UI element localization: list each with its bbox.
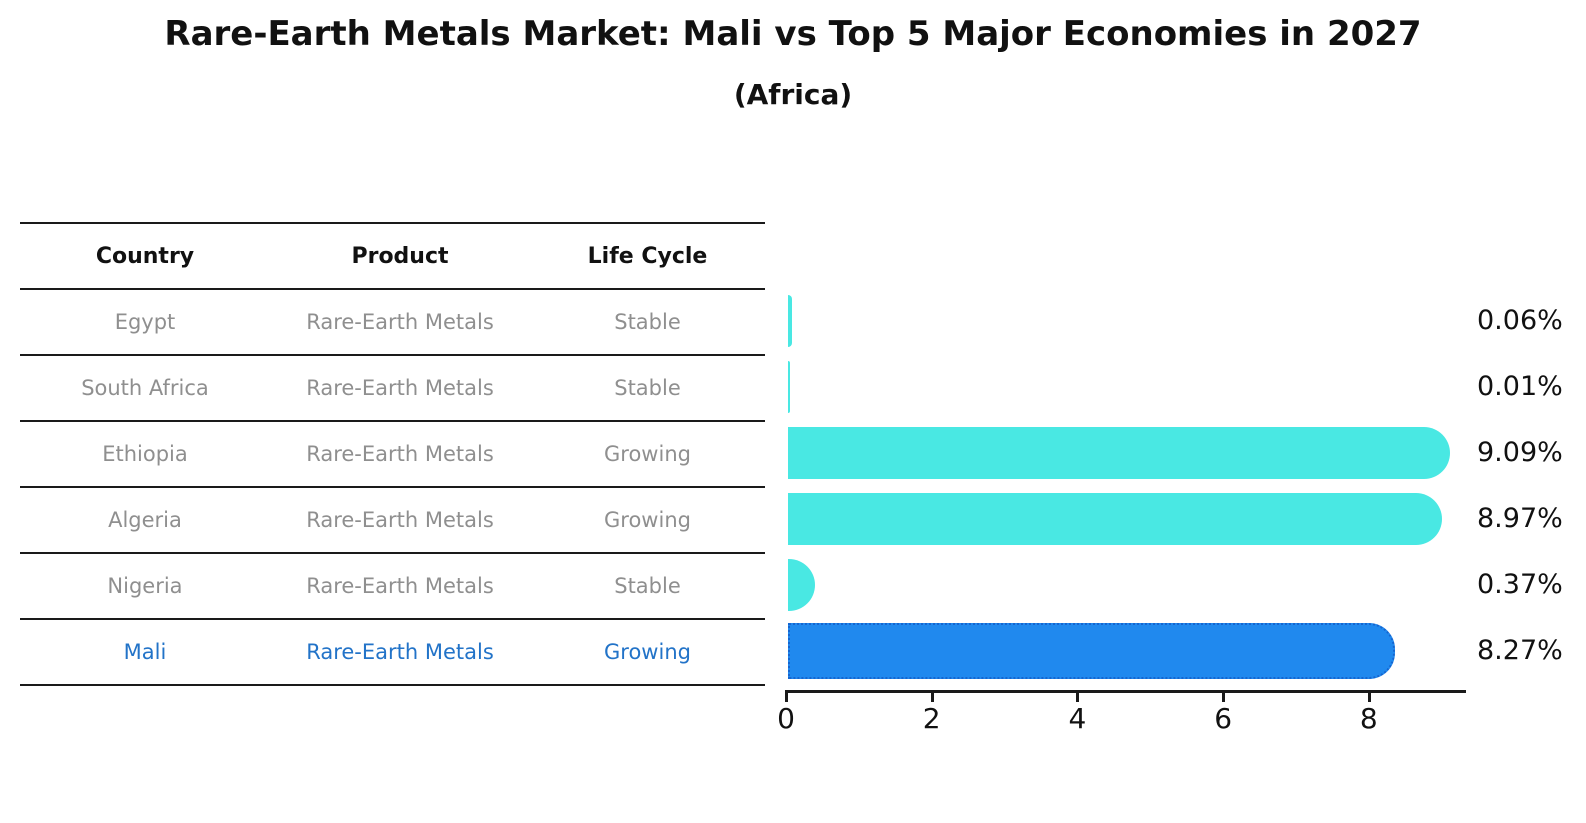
bar-row <box>788 420 1467 486</box>
bar-row <box>788 354 1467 420</box>
bar <box>788 493 1442 545</box>
x-tick <box>785 690 788 702</box>
x-tick <box>1222 690 1226 702</box>
highlight-bar <box>788 623 1395 679</box>
x-axis-line <box>786 690 1466 693</box>
table-row: Algeria Rare-Earth Metals Growing <box>20 488 765 554</box>
country-cell: Nigeria <box>107 574 183 598</box>
page-title: Rare-Earth Metals Market: Mali vs Top 5 … <box>164 14 1422 54</box>
country-cell: South Africa <box>81 376 209 400</box>
product-cell: Rare-Earth Metals <box>306 508 494 532</box>
x-tick-label: 2 <box>922 702 941 735</box>
country-cell: Mali <box>123 640 167 664</box>
x-tick <box>930 690 934 702</box>
bars-area <box>788 288 1467 684</box>
product-cell: Rare-Earth Metals <box>306 376 494 400</box>
header-cell-lifecycle: Life Cycle <box>587 243 708 269</box>
x-tick <box>1076 690 1080 702</box>
x-tick-label: 4 <box>1068 702 1087 735</box>
value-label: 0.06% <box>1477 305 1563 336</box>
bar-row <box>788 288 1467 354</box>
table-row: Nigeria Rare-Earth Metals Stable <box>20 554 765 620</box>
x-tick-label: 6 <box>1214 702 1233 735</box>
bar <box>788 427 1451 479</box>
product-cell: Rare-Earth Metals <box>306 442 494 466</box>
product-cell: Rare-Earth Metals <box>306 310 494 334</box>
bar-row <box>788 552 1467 618</box>
table-body: Egypt Rare-Earth Metals Stable South Africa… <box>20 290 765 686</box>
bar <box>788 361 790 413</box>
country-cell: Algeria <box>108 508 182 532</box>
product-cell: Rare-Earth Metals <box>306 574 494 598</box>
bar-row <box>788 486 1467 552</box>
lifecycle-cell: Stable <box>614 376 681 400</box>
country-cell: Ethiopia <box>102 442 188 466</box>
product-cell: Rare-Earth Metals <box>306 640 494 664</box>
header-cell-product: Product <box>351 243 449 269</box>
table-row: Egypt Rare-Earth Metals Stable <box>20 290 765 356</box>
country-cell: Egypt <box>114 310 176 334</box>
lifecycle-cell: Stable <box>614 574 681 598</box>
value-label: 8.27% <box>1477 635 1563 666</box>
value-label: 9.09% <box>1477 437 1563 468</box>
lifecycle-cell: Growing <box>604 442 691 466</box>
bar-row <box>788 618 1467 684</box>
table-row: Mali Rare-Earth Metals Growing <box>20 620 765 686</box>
value-label: 0.01% <box>1477 371 1563 402</box>
x-tick <box>1367 690 1371 702</box>
header-cell-country: Country <box>95 243 195 269</box>
x-tick-label: 8 <box>1359 702 1378 735</box>
value-label: 0.37% <box>1477 569 1563 600</box>
table-header-row: Country Product Life Cycle <box>20 224 765 290</box>
page-subtitle: (Africa) <box>733 78 853 111</box>
x-tick-label: 0 <box>777 702 795 735</box>
value-labels: 0.06% 0.01% 9.09% 8.97% 0.37% 8.27% <box>1477 288 1586 684</box>
table-row: South Africa Rare-Earth Metals Stable <box>20 356 765 422</box>
bar <box>788 559 815 611</box>
lifecycle-cell: Growing <box>604 508 691 532</box>
table-row: Ethiopia Rare-Earth Metals Growing <box>20 422 765 488</box>
value-label: 8.97% <box>1477 503 1563 534</box>
lifecycle-cell: Growing <box>604 640 691 664</box>
bar <box>788 295 793 347</box>
lifecycle-cell: Stable <box>614 310 681 334</box>
comparison-table: Country Product Life Cycle Egypt Rare-Ear… <box>20 222 765 686</box>
